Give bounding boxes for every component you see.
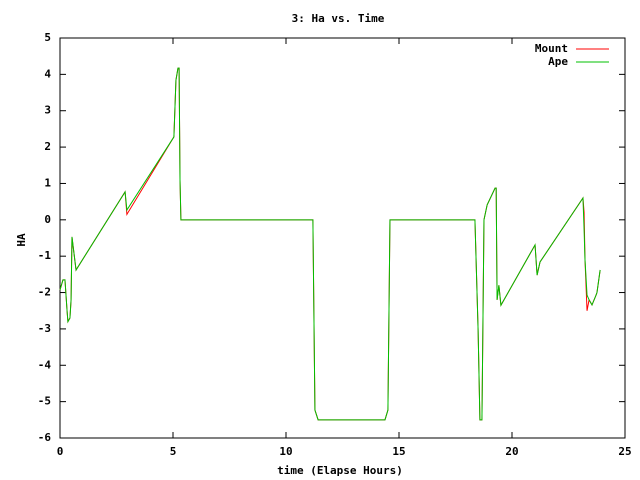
y-tick-label: -5 xyxy=(38,395,51,408)
legend-label: Mount xyxy=(535,42,568,55)
y-tick-label: 5 xyxy=(44,31,51,44)
y-tick-label: -1 xyxy=(38,249,52,262)
x-tick-label: 25 xyxy=(618,445,631,458)
x-tick-label: 0 xyxy=(57,445,64,458)
x-tick-label: 15 xyxy=(392,445,405,458)
y-tick-label: 0 xyxy=(44,213,51,226)
y-tick-label: 3 xyxy=(44,104,51,117)
y-tick-label: -6 xyxy=(38,431,52,444)
legend-label: Ape xyxy=(548,55,568,68)
x-axis-label: time (Elapse Hours) xyxy=(277,464,403,477)
y-tick-label: -4 xyxy=(38,358,52,371)
series-line xyxy=(59,67,601,421)
y-tick-label: 1 xyxy=(44,176,51,189)
plot-frame xyxy=(59,37,626,439)
y-tick-label: 4 xyxy=(44,67,51,80)
y-tick-label: 2 xyxy=(44,140,51,153)
y-tick-label: -2 xyxy=(38,286,51,299)
y-tick-label: -3 xyxy=(38,322,51,335)
chart-title: 3: Ha vs. Time xyxy=(292,12,385,25)
x-tick-label: 5 xyxy=(170,445,177,458)
y-axis-label: HA xyxy=(15,233,28,247)
series-line xyxy=(59,67,601,421)
x-tick-label: 10 xyxy=(279,445,292,458)
x-tick-label: 20 xyxy=(505,445,518,458)
